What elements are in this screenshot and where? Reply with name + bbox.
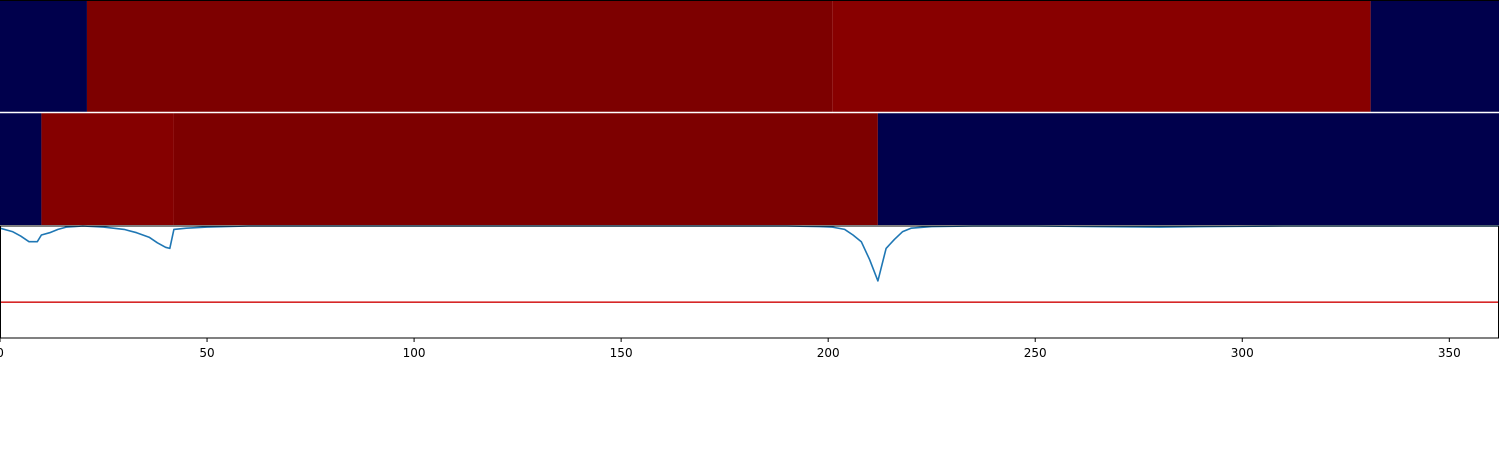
- x-tick-label: 200: [817, 346, 840, 360]
- middle-heatmap-cell-1: [41, 113, 174, 226]
- x-tick-label: 0: [0, 346, 4, 360]
- x-axis: 0 50 100 150 200 250 300 350: [0, 338, 1461, 360]
- line-plot-panel: [0, 225, 1499, 339]
- x-tick-label: 50: [199, 346, 214, 360]
- x-tick-label: 100: [403, 346, 426, 360]
- top-heatmap-cell-2: [832, 0, 1371, 112]
- middle-heatmap-panel: [0, 111, 1499, 227]
- top-heatmap-panel: [0, 0, 1499, 112]
- middle-heatmap-cell-3: [877, 113, 1499, 226]
- line-series-blue: [0, 225, 1499, 282]
- x-tick-label: 300: [1231, 346, 1254, 360]
- middle-heatmap-cell-0: [0, 113, 42, 226]
- top-heatmap-cell-0: [0, 0, 87, 112]
- x-tick-label: 150: [610, 346, 633, 360]
- top-heatmap-cell-1: [86, 0, 833, 112]
- x-tick-label: 250: [1024, 346, 1047, 360]
- x-tick-label: 350: [1438, 346, 1461, 360]
- middle-heatmap-cell-2: [173, 113, 878, 226]
- top-heatmap-cell-3: [1370, 0, 1499, 112]
- line-panel-frame: [0, 225, 1499, 339]
